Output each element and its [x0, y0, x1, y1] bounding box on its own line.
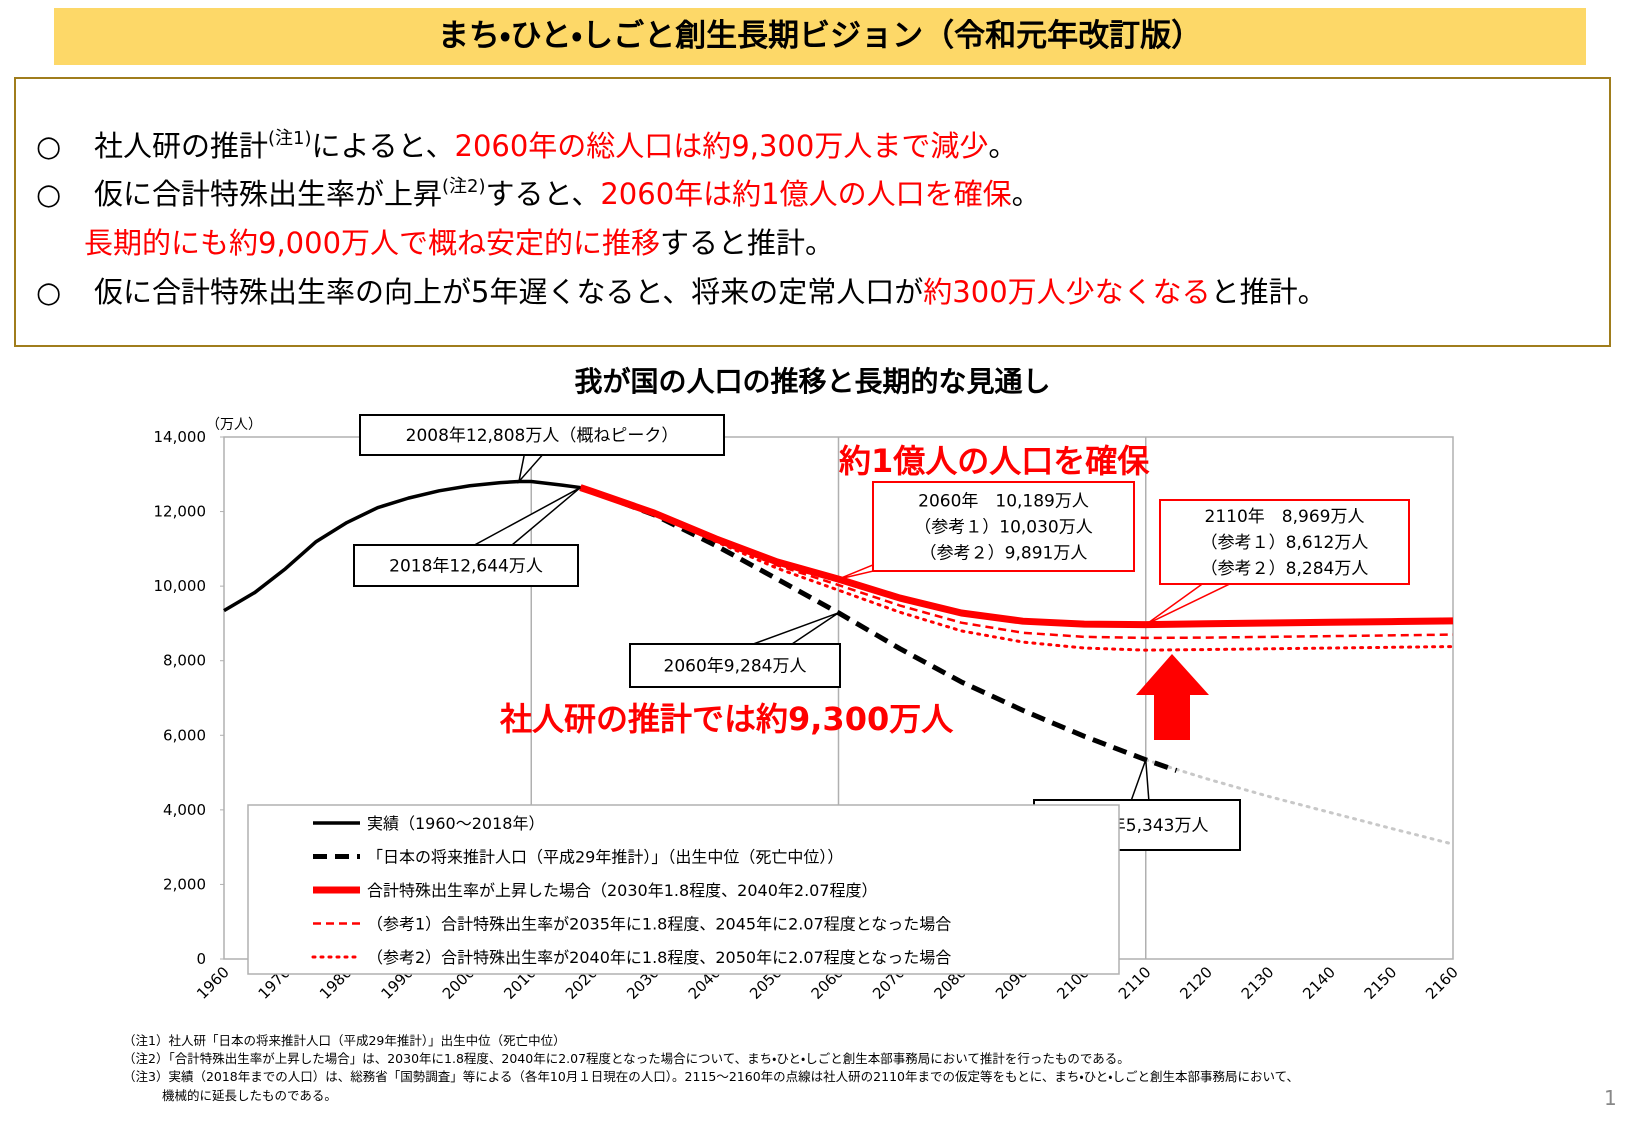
bullet-text: すると、 — [485, 177, 601, 211]
callout-box — [353, 544, 579, 587]
x-tick-label: 2120 — [1176, 963, 1216, 1003]
bullet-text: (注2) — [442, 176, 486, 197]
bullet-text: (注1) — [268, 128, 312, 149]
series-line — [579, 484, 1454, 629]
bullet-marker: ○ — [36, 129, 62, 163]
bullet: ○ 社人研の推計(注1)によると、2060年の総人口は約9,300万人まで減少。 — [36, 123, 1017, 165]
footnote: 機械的に延長したものである。 — [162, 1088, 337, 1103]
x-tick-label: 2160 — [1422, 963, 1462, 1003]
callout-text: 2110年 8,969万人 — [1205, 507, 1365, 527]
y-tick-label: 0 — [196, 950, 206, 968]
callout-text: （参考２）9,891万人 — [920, 544, 1088, 564]
bullet-text: 仮に合計特殊出生率が上昇 — [94, 177, 443, 211]
bullet-text: 2060年は約1億人の人口を確保 — [600, 177, 1012, 211]
summary-box: ○ 社人研の推計(注1)によると、2060年の総人口は約9,300万人まで減少。 ○… — [14, 77, 1611, 347]
y-tick-label: 8,000 — [163, 652, 206, 670]
bullet: 長期的にも約9,000万人で概ね安定的に推移すると推計。 — [84, 220, 834, 262]
callout: 2018年12,644万人 — [353, 486, 581, 587]
y-tick-label: 12,000 — [154, 503, 207, 521]
highlight-text: 社人研の推計では約9,300万人 — [499, 700, 954, 738]
bullet-text: 仮に合計特殊出生率の向上が5年遅くなると、将来の定常人口が — [94, 275, 924, 309]
x-tick-label: 2150 — [1361, 963, 1401, 1003]
y-unit: （万人） — [206, 417, 262, 433]
legend-label: 「日本の将来推計人口（平成29年推計）」（出生中位（死亡中位）） — [367, 848, 843, 867]
x-tick-label: 2130 — [1238, 963, 1278, 1003]
callout-box — [1159, 499, 1410, 585]
bullet-text: すると推計。 — [660, 226, 835, 260]
x-tick-label: 1960 — [193, 963, 233, 1003]
footnote: （注3）実績（2018年までの人口）は、総務省「国勢調査」等による（各年10月１… — [123, 1069, 1299, 1084]
bullet-text: によると、 — [311, 129, 455, 163]
up-arrow — [1136, 654, 1209, 740]
callout-text: （参考２）8,284万人 — [1201, 559, 1369, 579]
bullet: ○ 仮に合計特殊出生率が上昇(注2)すると、2060年は約1億人の人口を確保。 — [36, 171, 1041, 213]
legend-label: （参考2）合計特殊出生率が2040年に1.8程度、2050年に2.07程度となっ… — [367, 948, 951, 967]
bullet-text: 。 — [988, 129, 1018, 163]
callout-text: （参考１）10,030万人 — [914, 518, 1092, 538]
bullet-text: 約300万人少なくなる — [923, 275, 1211, 309]
callout: 2110年 8,969万人 （参考１）8,612万人 （参考２）8,284万人 — [1145, 499, 1410, 626]
callout-text: （参考１）8,612万人 — [1201, 533, 1369, 553]
highlight-text: 約1億人の人口を確保 — [839, 442, 1150, 480]
page-number: 1 — [1604, 1086, 1617, 1110]
bullet-text: 長期的にも約9,000万人で概ね安定的に推移 — [84, 226, 661, 260]
y-tick-label: 6,000 — [163, 726, 206, 744]
y-tick-label: 14,000 — [154, 428, 207, 446]
footnote: （注2）「合計特殊出生率が上昇した場合」は、2030年に1.8程度、2040年に… — [123, 1051, 1130, 1066]
bullet-text: 2060年の総人口は約9,300万人まで減少 — [454, 129, 989, 163]
series-line — [1144, 758, 1455, 846]
callout-text: 2008年12,808万人（概ねピーク） — [406, 426, 679, 446]
bullet-marker: ○ — [36, 177, 62, 211]
bullet: ○ 仮に合計特殊出生率の向上が5年遅くなると、将来の定常人口が約300万人少なくな… — [36, 269, 1327, 311]
callout: 2060年9,284万人 — [629, 612, 841, 688]
y-tick-label: 10,000 — [154, 577, 207, 595]
callout-box — [629, 643, 841, 688]
bullet-text: 。 — [1011, 177, 1041, 211]
legend-box — [247, 804, 1120, 975]
chart-title: 我が国の人口の推移と長期的な見通し — [574, 365, 1051, 398]
callout-text: 2018年12,644万人 — [389, 557, 543, 577]
legend-label: 実績（1960～2018年） — [367, 814, 544, 833]
legend-label: （参考1）合計特殊出生率が2035年に1.8程度、2045年に2.07程度となっ… — [367, 915, 951, 934]
x-tick-label: 2110 — [1115, 963, 1155, 1003]
series-line — [223, 479, 581, 613]
callout-text: 2060年9,284万人 — [664, 657, 807, 677]
callout-text: 2060年 10,189万人 — [918, 492, 1089, 512]
footnote: （注1）社人研「日本の将来推計人口（平成29年推計）」出生中位（死亡中位） — [123, 1033, 566, 1048]
callout-box — [359, 414, 725, 456]
bullet-text: 社人研の推計 — [94, 129, 269, 163]
x-tick-label: 2140 — [1299, 963, 1339, 1003]
y-tick-label: 4,000 — [163, 801, 206, 819]
callout: 2060年 10,189万人 （参考１）10,030万人 （参考２）9,891万人 — [838, 481, 1135, 580]
header-title: まち・ひと・しごと創生長期ビジョン（令和元年改訂版） — [54, 8, 1586, 65]
bullet-marker: ○ — [36, 275, 62, 309]
legend: 実績（1960～2018年） 「日本の将来推計人口（平成29年推計）」（出生中位（… — [247, 804, 1120, 975]
y-tick-label: 2,000 — [163, 875, 206, 893]
callout-box — [872, 481, 1135, 572]
bullet-text: と推計。 — [1210, 275, 1327, 309]
callout: 2008年12,808万人（概ねピーク） — [359, 414, 725, 485]
legend-label: 合計特殊出生率が上昇した場合（2030年1.8程度、2040年2.07程度） — [367, 881, 878, 900]
